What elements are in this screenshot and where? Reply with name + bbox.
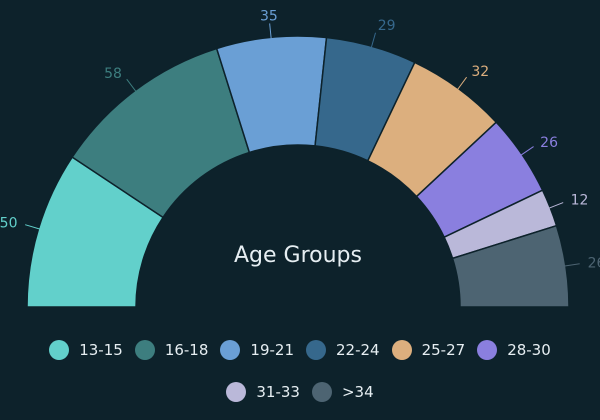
leader-line-28-30 xyxy=(520,146,534,157)
legend-swatch-25-27 xyxy=(391,340,412,360)
legend: 13-15 16-18 19-21 22-24 25-27 28-30 31-33 >34 xyxy=(0,340,600,402)
legend-label-16-18: 16-18 xyxy=(164,341,209,359)
legend-item-16-18[interactable]: 16-18 xyxy=(134,340,209,360)
data-label-31-33: 12 xyxy=(571,193,589,209)
legend-swatch-28-30 xyxy=(477,340,498,360)
leader-line-13-15 xyxy=(25,224,41,230)
legend-item-22-24[interactable]: 22-24 xyxy=(306,340,380,360)
data-label-13-15: 50 xyxy=(0,215,17,231)
legend-item-28-30[interactable]: 28-30 xyxy=(477,340,551,360)
legend-swatch-31-33 xyxy=(226,382,247,402)
legend-label-31-33: 31-33 xyxy=(256,383,300,401)
leader-line-22-24 xyxy=(370,32,377,49)
slices-group xyxy=(26,35,570,308)
legend-item-31-33[interactable]: 31-33 xyxy=(226,382,300,402)
leader-line->34 xyxy=(563,263,580,267)
center-label: Age Groups xyxy=(234,243,362,268)
leader-line-31-33 xyxy=(548,202,564,209)
data-label-16-18: 58 xyxy=(104,66,122,82)
data-label-19-21: 35 xyxy=(260,8,278,24)
legend-label-19-21: 19-21 xyxy=(250,341,294,359)
slice->34[interactable] xyxy=(451,224,570,308)
leader-line-16-18 xyxy=(126,78,137,93)
legend-swatch-22-24 xyxy=(306,340,326,360)
legend-item-13-15[interactable]: 13-15 xyxy=(49,340,123,360)
data-label->34: 26 xyxy=(588,256,600,272)
legend-swatch-13-15 xyxy=(49,340,70,360)
leader-line-19-21 xyxy=(269,23,272,40)
data-label-28-30: 26 xyxy=(540,135,558,151)
legend-label-28-30: 28-30 xyxy=(507,341,551,359)
legend-swatch-16-18 xyxy=(134,340,155,360)
legend-item-19-21[interactable]: 19-21 xyxy=(220,340,294,360)
legend-label-22-24: 22-24 xyxy=(336,341,380,359)
legend-item->34[interactable]: >34 xyxy=(311,382,374,402)
legend-swatch->34 xyxy=(311,382,332,402)
data-label-25-27: 32 xyxy=(471,64,489,80)
legend-label->34: >34 xyxy=(341,383,374,401)
legend-label-13-15: 13-15 xyxy=(79,341,123,359)
data-label-22-24: 29 xyxy=(378,18,396,34)
legend-swatch-19-21 xyxy=(220,340,241,360)
data-labels-group: 50 58 35 29 32 26 12 26 xyxy=(0,8,600,271)
leader-line-25-27 xyxy=(456,76,468,91)
legend-item-25-27[interactable]: 25-27 xyxy=(391,340,466,360)
legend-label-25-27: 25-27 xyxy=(421,341,466,359)
